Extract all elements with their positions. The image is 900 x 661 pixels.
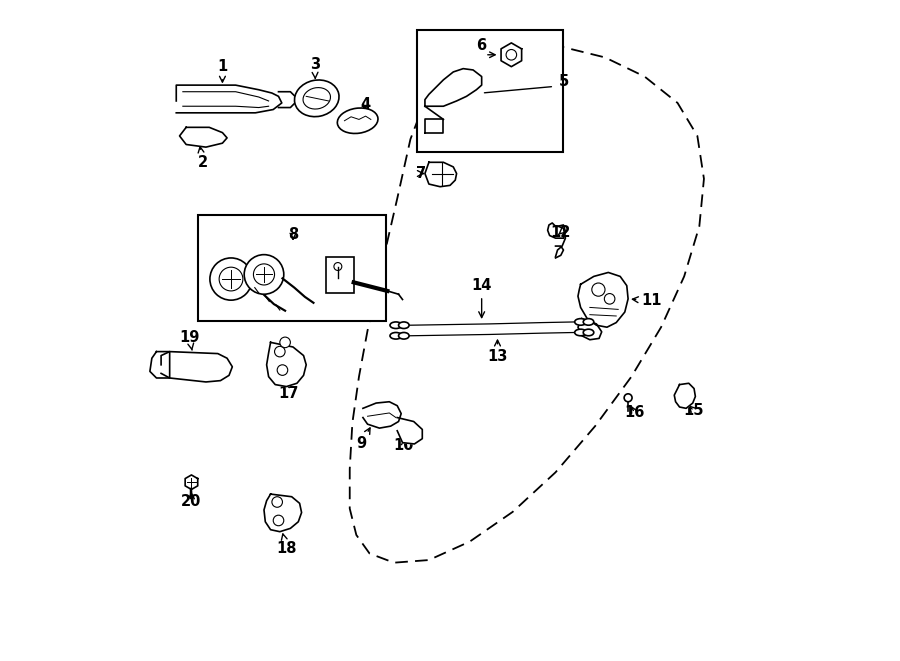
Polygon shape [397,418,422,444]
Text: 20: 20 [181,492,202,510]
Ellipse shape [583,319,594,325]
Circle shape [624,394,632,402]
Text: 16: 16 [625,405,645,420]
Polygon shape [674,383,696,408]
Polygon shape [501,43,522,67]
Polygon shape [161,352,232,382]
Text: 14: 14 [472,278,491,317]
Polygon shape [278,92,295,108]
Text: 15: 15 [684,403,705,418]
Text: 19: 19 [179,330,200,350]
Ellipse shape [399,322,410,329]
Ellipse shape [338,108,378,134]
Polygon shape [180,128,227,147]
Text: 2: 2 [198,147,208,170]
Text: 17: 17 [278,383,299,401]
Ellipse shape [294,80,339,116]
Polygon shape [185,475,198,489]
Text: 6: 6 [477,38,487,53]
Polygon shape [425,163,456,186]
Ellipse shape [575,319,587,325]
Ellipse shape [390,322,401,329]
Polygon shape [425,120,444,133]
Polygon shape [176,85,282,113]
Polygon shape [363,402,401,428]
Text: 9: 9 [356,428,370,451]
Text: 8: 8 [288,227,298,243]
Text: 1: 1 [217,59,228,82]
Ellipse shape [583,329,594,336]
Text: 7: 7 [416,166,426,181]
Circle shape [244,254,284,294]
Ellipse shape [575,329,587,336]
Text: 12: 12 [550,225,571,241]
Ellipse shape [390,332,401,339]
Bar [198,215,386,321]
Text: 4: 4 [361,97,371,112]
Polygon shape [425,69,482,106]
Polygon shape [266,342,306,387]
Text: 11: 11 [633,293,662,308]
Polygon shape [578,319,602,340]
Text: 3: 3 [310,58,320,79]
Circle shape [210,258,252,300]
Text: 5: 5 [559,75,569,89]
Bar [326,256,354,293]
Polygon shape [150,352,170,378]
Text: 18: 18 [276,534,297,556]
Text: 10: 10 [393,438,414,453]
Text: 13: 13 [487,340,508,364]
Ellipse shape [399,332,410,339]
Polygon shape [578,272,628,327]
Bar [417,30,563,153]
Circle shape [280,337,291,348]
Polygon shape [264,494,302,531]
